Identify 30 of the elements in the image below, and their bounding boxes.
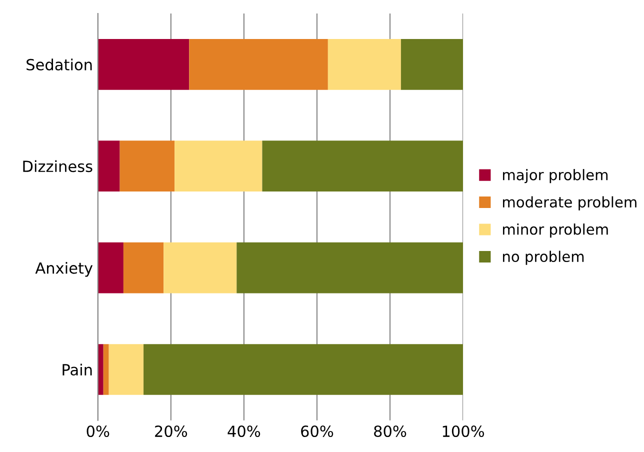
y-tick-label: Anxiety (35, 262, 93, 277)
bar (103, 344, 109, 395)
bar (236, 242, 464, 294)
legend-label: moderate problem (503, 196, 636, 210)
x-tick-label: 20% (155, 425, 188, 438)
bar (262, 140, 464, 192)
bar (164, 242, 237, 294)
x-tick-label: 80% (374, 425, 406, 438)
bar (400, 38, 464, 90)
x-tick-label: 100% (442, 425, 484, 438)
bar (328, 38, 401, 90)
bar (189, 38, 328, 90)
x-tick-label: 60% (301, 425, 334, 438)
bar (98, 140, 120, 192)
y-tick-label: Sedation (26, 58, 92, 70)
bar (123, 242, 164, 294)
x-tick-label: 40% (228, 425, 260, 438)
bar (98, 38, 190, 90)
legend-label: minor problem (503, 224, 608, 238)
y-tick-label: Dizziness (23, 160, 92, 172)
bar (174, 140, 262, 192)
bar (120, 140, 175, 192)
bar (108, 344, 144, 395)
y-tick-label: Pain (62, 364, 92, 376)
legend-label: no problem (503, 250, 584, 265)
legend-label: major problem (503, 169, 608, 184)
bar (98, 344, 104, 395)
bar (144, 344, 464, 395)
bar (98, 242, 124, 294)
x-tick-label: 0% (86, 425, 110, 438)
